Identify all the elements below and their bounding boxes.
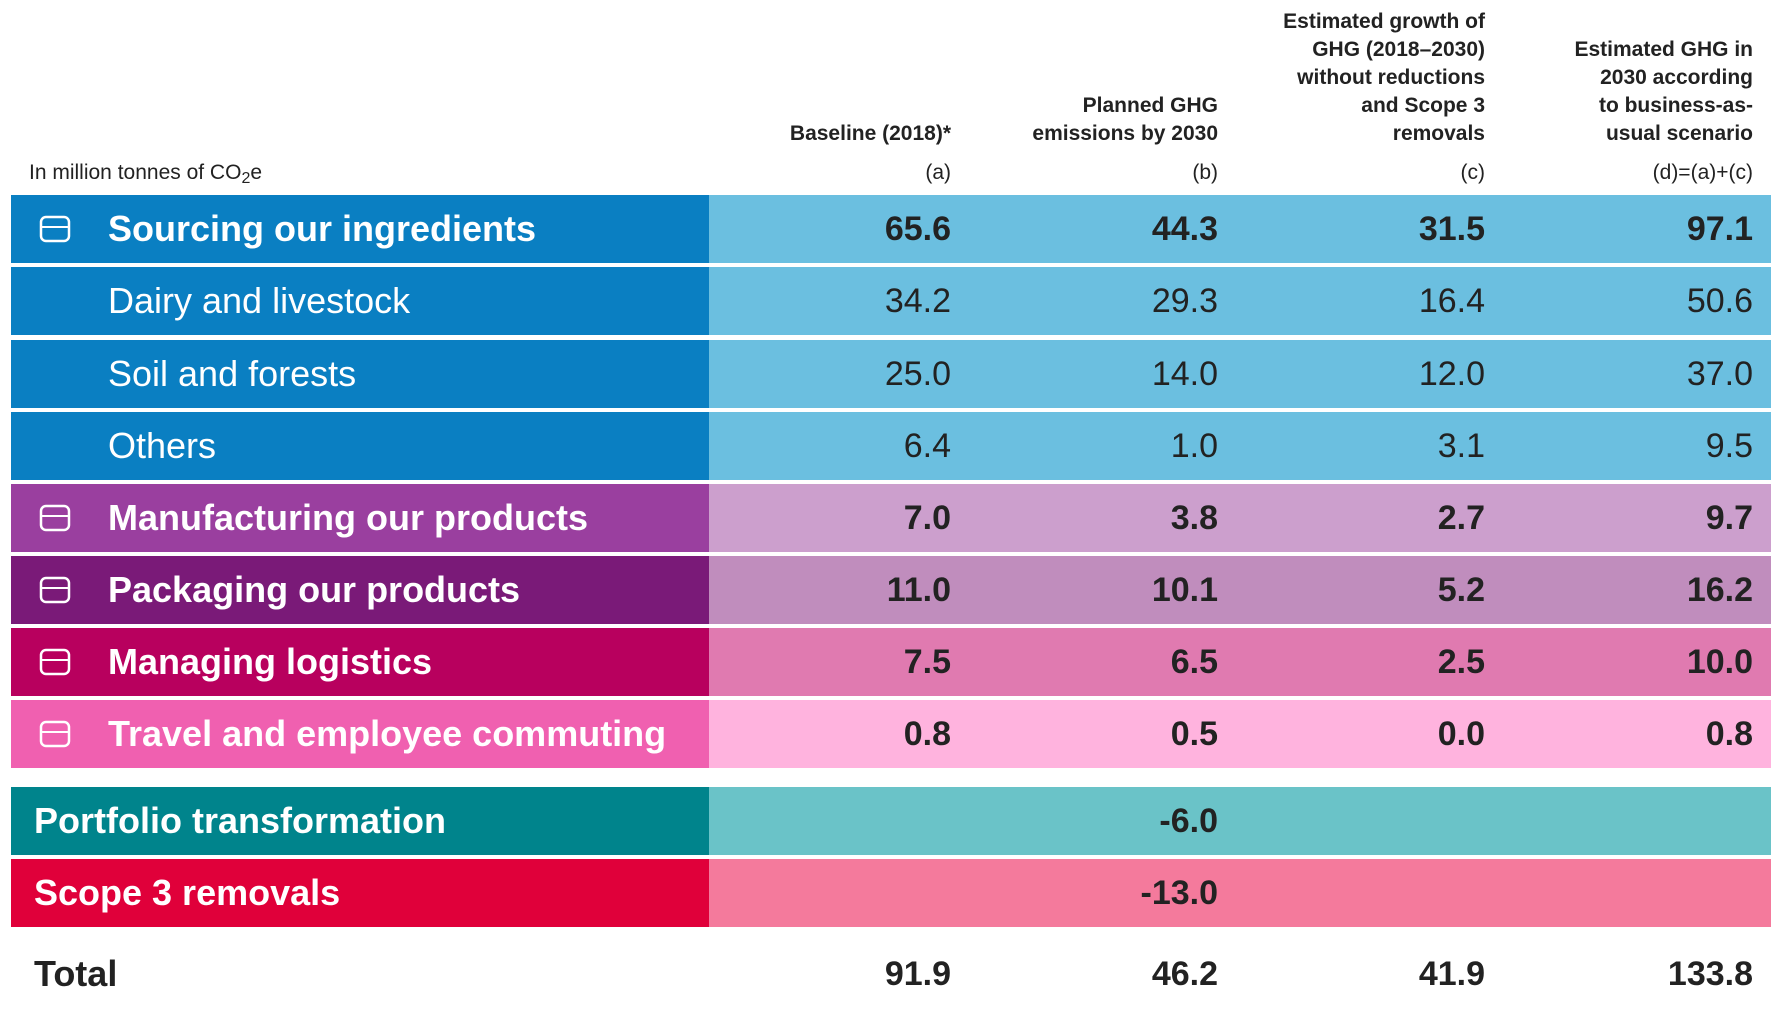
column-header: Planned GHG	[1082, 94, 1218, 117]
value-cell: 97.1	[1686, 210, 1753, 248]
total-value: 41.9	[1418, 955, 1485, 993]
row-label-cell: Soil and forests	[11, 340, 709, 408]
value-cell: 34.2	[884, 282, 951, 320]
value-cell: 44.3	[1151, 210, 1218, 248]
row-label: Others	[108, 425, 217, 466]
value-cell: 11.0	[886, 571, 951, 609]
value-cell: 0.8	[903, 715, 951, 753]
row-label: Packaging our products	[108, 569, 521, 610]
row-icon	[39, 720, 71, 748]
value-cell: 10.1	[1151, 571, 1218, 609]
row-value-band	[709, 700, 1771, 768]
row-label-cell: Others	[11, 412, 709, 480]
row-label-cell: Manufacturing our products	[11, 484, 709, 552]
row-label: Managing logistics	[108, 641, 433, 682]
row-label: Travel and employee commuting	[108, 713, 667, 754]
value-cell: 16.2	[1686, 571, 1753, 609]
value-cell: 0.8	[1705, 715, 1753, 753]
column-header: removals	[1392, 122, 1485, 145]
row-label-cell: Managing logistics	[11, 628, 709, 696]
unit-label: In million tonnes of CO2e	[29, 160, 262, 192]
unit-part: In million tonnes of CO	[29, 161, 242, 184]
value-cell: 6.4	[903, 427, 951, 465]
column-header: Estimated growth of	[1283, 10, 1485, 33]
total-value: 133.8	[1667, 955, 1753, 993]
value-cell: -6.0	[1159, 802, 1218, 840]
row-label-cell: Packaging our products	[11, 556, 709, 624]
adjustment-band	[709, 787, 1771, 855]
column-header: and Scope 3	[1361, 94, 1485, 117]
unit-part: e	[250, 161, 263, 184]
value-cell: 12.0	[1418, 355, 1485, 393]
value-cell: 50.6	[1686, 282, 1753, 320]
row-icon	[39, 215, 71, 243]
row-label: Soil and forests	[108, 353, 357, 394]
value-cell: 0.0	[1437, 715, 1485, 753]
value-cell: 7.0	[903, 499, 951, 537]
value-cell: 2.7	[1437, 499, 1485, 537]
column-header: 2030 according	[1600, 66, 1753, 89]
total-label: Total	[34, 953, 118, 994]
value-cell: 0.5	[1170, 715, 1218, 753]
value-cell: 31.5	[1418, 210, 1485, 248]
column-key: (c)	[1460, 161, 1486, 184]
row-value-band	[709, 628, 1771, 696]
value-cell: 5.2	[1437, 571, 1485, 609]
row-label: Manufacturing our products	[108, 497, 588, 538]
value-cell: 3.1	[1437, 427, 1485, 465]
value-cell: 65.6	[884, 210, 951, 248]
column-key: (b)	[1192, 161, 1218, 184]
adjustment-label-cell: Portfolio transformation	[11, 787, 709, 855]
value-cell: 9.5	[1705, 427, 1753, 465]
column-header: without reductions	[1297, 66, 1485, 89]
total-value: 91.9	[884, 955, 951, 993]
total-value: 46.2	[1151, 955, 1218, 993]
value-cell: 3.8	[1170, 499, 1218, 537]
column-header: Estimated GHG in	[1574, 38, 1753, 61]
row-value-band	[709, 556, 1771, 624]
row-label-cell: Dairy and livestock	[11, 267, 709, 335]
value-cell: 9.7	[1705, 499, 1753, 537]
value-cell: 37.0	[1686, 355, 1753, 393]
adjustment-label: Portfolio transformation	[34, 800, 446, 841]
row-label-cell: Sourcing our ingredients	[11, 195, 709, 263]
column-header: Baseline (2018)*	[789, 122, 951, 145]
row-value-band	[709, 340, 1771, 408]
row-icon	[39, 648, 71, 676]
row-icon	[39, 504, 71, 532]
column-header: usual scenario	[1605, 122, 1753, 145]
row-icon	[39, 576, 71, 604]
column-key: (d)=(a)+(c)	[1652, 161, 1753, 184]
value-cell: 1.0	[1170, 427, 1218, 465]
row-label: Dairy and livestock	[108, 280, 411, 321]
row-value-band	[709, 267, 1771, 335]
adjustment-band	[709, 859, 1771, 927]
value-cell: 29.3	[1151, 282, 1218, 320]
adjustment-label: Scope 3 removals	[34, 872, 341, 913]
value-cell: 7.5	[903, 643, 951, 681]
value-cell: 16.4	[1418, 282, 1485, 320]
column-key: (a)	[925, 161, 951, 184]
value-cell: -13.0	[1140, 874, 1219, 912]
value-cell: 6.5	[1170, 643, 1218, 681]
row-label: Sourcing our ingredients	[108, 208, 537, 249]
column-header: GHG (2018–2030)	[1312, 38, 1485, 61]
value-cell: 25.0	[884, 355, 951, 393]
row-value-band	[709, 195, 1771, 263]
value-cell: 2.5	[1437, 643, 1485, 681]
column-header: emissions by 2030	[1032, 122, 1218, 145]
row-value-band	[709, 412, 1771, 480]
row-label-cell: Travel and employee commuting	[11, 700, 709, 768]
row-value-band	[709, 484, 1771, 552]
value-cell: 14.0	[1151, 355, 1218, 393]
adjustment-label-cell: Scope 3 removals	[11, 859, 709, 927]
column-header: to business-as-	[1598, 94, 1753, 117]
value-cell: 10.0	[1686, 643, 1753, 681]
unit-part: 2	[241, 170, 251, 187]
